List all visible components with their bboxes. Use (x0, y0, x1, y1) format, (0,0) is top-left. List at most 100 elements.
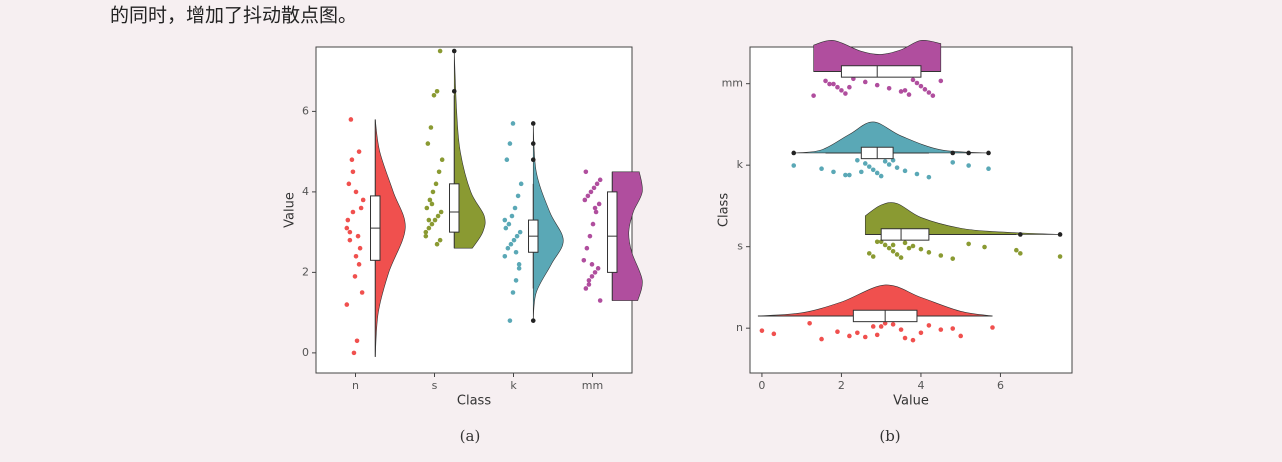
jitter-point (890, 248, 896, 254)
jitter-point (503, 225, 509, 231)
jitter-point (870, 324, 876, 329)
jitter-point (807, 320, 812, 326)
outlier (451, 88, 457, 94)
jitter-point (592, 205, 598, 211)
jitter-point (512, 205, 518, 211)
jitter-point (938, 78, 944, 84)
jitter-point (425, 141, 431, 146)
x-tick-label: n (352, 379, 359, 392)
x-axis-label: Value (893, 394, 929, 409)
jitter-point (439, 157, 445, 162)
jitter-point (839, 88, 844, 93)
jitter-point (902, 335, 908, 341)
jitter-point (862, 161, 868, 166)
jitter-point (855, 157, 860, 163)
jitter-point (583, 169, 589, 175)
jitter-point (510, 290, 516, 295)
jitter-point (886, 245, 892, 251)
jitter-point (516, 262, 522, 267)
jitter-point (589, 262, 595, 267)
jitter-point (353, 253, 359, 259)
box (840, 65, 922, 78)
jitter-point (584, 245, 590, 251)
jitter-point (914, 171, 920, 177)
outlier (1057, 232, 1063, 237)
jitter-point (986, 166, 991, 172)
jitter-point (597, 298, 603, 303)
jitter-point (433, 181, 439, 187)
y-axis-label: Value (283, 192, 298, 228)
jitter-point (502, 217, 508, 223)
y-axis-label: Class (717, 193, 732, 227)
jitter-point (506, 221, 512, 227)
jitter-point (518, 181, 524, 187)
jitter-point (358, 205, 364, 211)
jitter-point (592, 270, 598, 275)
jitter-point (360, 197, 366, 203)
jitter-point (882, 159, 888, 164)
y-tick-label: n (736, 321, 743, 334)
jitter-point (586, 278, 592, 283)
density (374, 119, 406, 357)
jitter-point (582, 197, 588, 203)
jitter-point (437, 48, 443, 54)
jitter-point (894, 165, 900, 170)
jitter-point (514, 233, 520, 239)
jitter-point (345, 217, 351, 223)
box (880, 228, 930, 241)
jitter-point (352, 274, 358, 279)
box (607, 191, 618, 273)
jitter-point (811, 93, 816, 98)
jitter-point (898, 255, 904, 260)
jitter-point (870, 254, 876, 259)
jitter-point (347, 229, 353, 235)
jitter-point (910, 77, 916, 83)
jitter-point (350, 209, 356, 215)
x-tick-label: k (510, 379, 517, 392)
density (864, 202, 1061, 235)
jitter-point (855, 330, 860, 336)
x-tick-label: s (432, 379, 438, 392)
jitter-point (590, 221, 596, 227)
jitter-point (583, 286, 589, 291)
y-tick-label: mm (722, 77, 743, 90)
x-tick-label: 2 (838, 379, 845, 392)
jitter-point (423, 229, 429, 235)
jitter-point (902, 168, 908, 174)
jitter-point (926, 323, 932, 328)
jitter-point (890, 242, 896, 248)
x-tick-label: 6 (997, 379, 1004, 392)
jitter-point (430, 189, 436, 195)
jitter-point (428, 125, 434, 130)
jitter-point (429, 221, 435, 227)
jitter-point (847, 172, 852, 178)
jitter-point (910, 337, 916, 343)
jitter-point (958, 333, 963, 339)
y-tick-label: 4 (302, 185, 309, 198)
jitter-point (874, 332, 880, 338)
jitter-point (434, 241, 440, 247)
x-axis-label: Class (457, 394, 491, 409)
jitter-point (359, 290, 365, 295)
jitter-point (831, 81, 836, 87)
y-tick-label: k (737, 158, 744, 171)
outlier (530, 318, 536, 323)
jitter-point (347, 237, 353, 243)
density (813, 39, 942, 72)
jitter-point (771, 331, 777, 337)
jitter-point (504, 157, 510, 162)
jitter-point (1057, 254, 1063, 259)
jitter-point (926, 250, 932, 255)
jitter-point (517, 229, 523, 235)
jitter-point (870, 167, 876, 173)
jitter-point (424, 205, 430, 211)
jitter-point (843, 91, 848, 96)
box (449, 183, 460, 233)
x-tick-label: 4 (917, 379, 924, 392)
jitter-point (910, 243, 916, 249)
jitter-point (914, 80, 920, 86)
outlier (791, 150, 797, 156)
jitter-point (930, 93, 936, 98)
jitter-point (835, 329, 840, 335)
